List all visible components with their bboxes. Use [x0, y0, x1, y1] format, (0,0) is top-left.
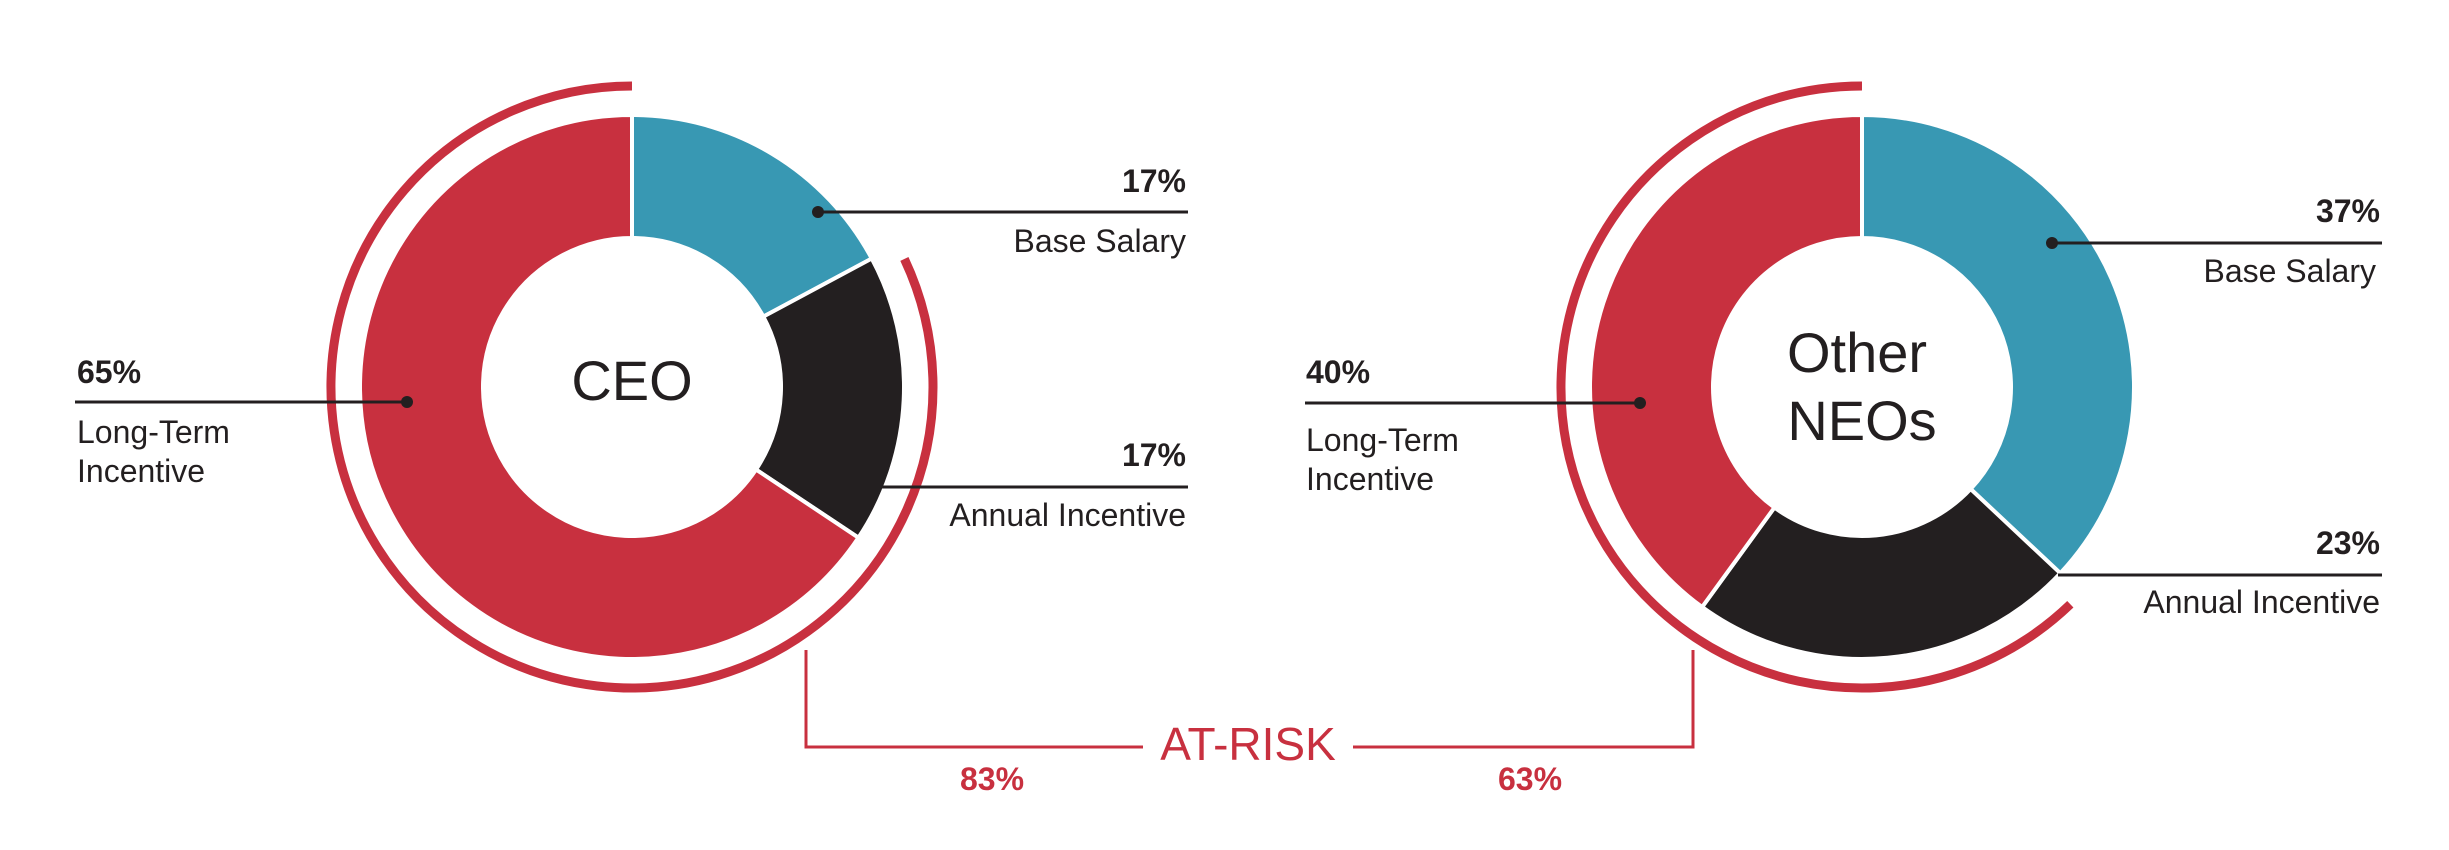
ceo-lti-label-line2: Incentive: [77, 453, 205, 489]
at-risk-bracket: AT-RISK 83% 63%: [804, 650, 1695, 797]
neo-slice-base: [1860, 112, 2136, 577]
neo-lti-label-line1: Long-Term: [1306, 422, 1459, 458]
ceo-lti-label-line1: Long-Term: [77, 414, 230, 450]
ceo-center-title: CEO: [571, 349, 692, 412]
ceo-base-dot: [812, 206, 824, 218]
ceo-lti-dot: [401, 396, 413, 408]
ceo-lti-value: 65%: [77, 354, 141, 390]
ceo-base-value: 17%: [1122, 163, 1186, 199]
at-risk-label: AT-RISK: [1160, 718, 1336, 770]
neo-slice-annual: [1699, 486, 2064, 661]
neo-annual-value: 23%: [2316, 525, 2380, 561]
ceo-slice-lti: [358, 112, 862, 661]
neo-at-risk-arc: [1556, 81, 2074, 693]
neo-center-title-line2: NEOs: [1787, 389, 1936, 452]
ceo-donut: CEO: [326, 81, 938, 693]
neo-base-callout: 37% Base Salary: [2046, 193, 2382, 289]
neo-lti-label-line2: Incentive: [1306, 461, 1434, 497]
neo-at-risk-value: 63%: [1498, 761, 1562, 797]
ceo-slice-base: [630, 112, 875, 320]
neo-center-title-line1: Other: [1787, 321, 1927, 384]
ceo-lti-callout: 65% Long-Term Incentive: [75, 354, 413, 489]
neo-lti-callout: 40% Long-Term Incentive: [1305, 354, 1646, 497]
at-risk-bracket-left: [804, 650, 1143, 749]
ceo-at-risk-arc: [326, 81, 938, 693]
neo-lti-value: 40%: [1306, 354, 1370, 390]
neo-lti-dot: [1634, 397, 1646, 409]
at-risk-bracket-right: [1353, 650, 1695, 749]
ceo-annual-value: 17%: [1122, 437, 1186, 473]
ceo-annual-callout: 17% Annual Incentive: [880, 437, 1188, 533]
neo-annual-label: Annual Incentive: [2143, 584, 2380, 620]
ceo-slice-annual: [753, 255, 906, 541]
ceo-base-label: Base Salary: [1013, 223, 1186, 259]
neo-base-value: 37%: [2316, 193, 2380, 229]
neo-annual-callout: 23% Annual Incentive: [2058, 525, 2382, 620]
neo-donut: Other NEOs: [1556, 81, 2136, 693]
ceo-base-callout: 17% Base Salary: [812, 163, 1188, 259]
neo-slice-lti: [1588, 112, 1864, 610]
neo-base-label: Base Salary: [2203, 253, 2376, 289]
neo-base-dot: [2046, 237, 2058, 249]
ceo-at-risk-value: 83%: [960, 761, 1024, 797]
ceo-annual-label: Annual Incentive: [949, 497, 1186, 533]
